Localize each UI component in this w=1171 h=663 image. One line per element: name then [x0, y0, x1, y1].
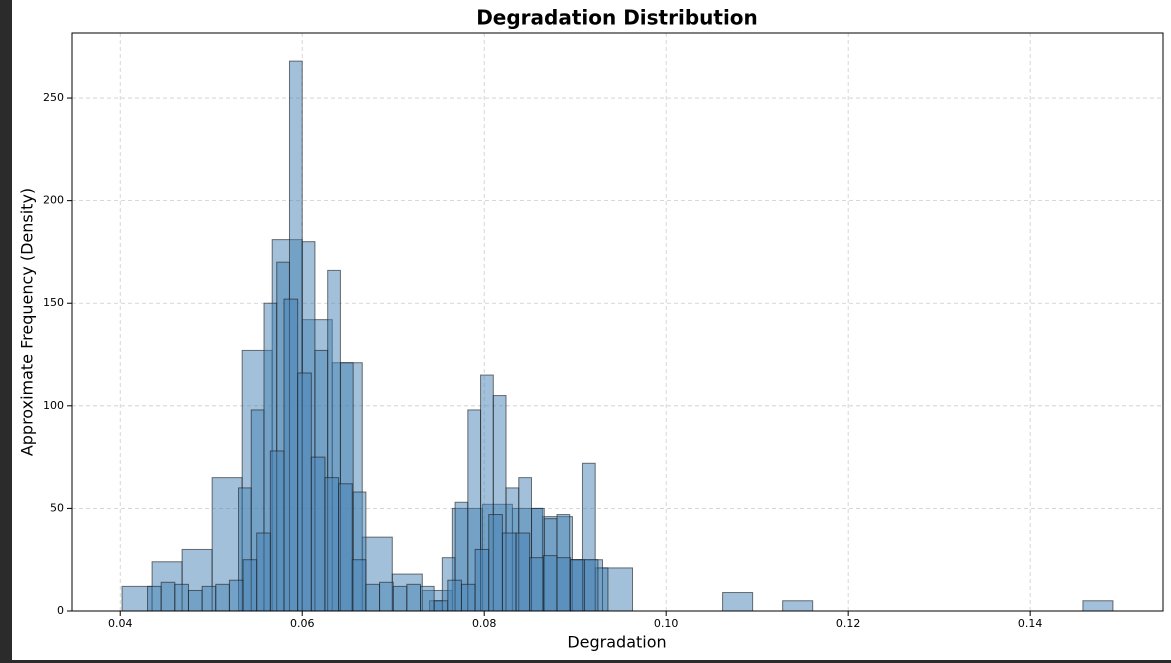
bar — [474, 548, 490, 612]
bar — [174, 583, 189, 612]
bar — [722, 592, 754, 612]
bar — [338, 483, 353, 612]
bar — [782, 600, 814, 612]
y-tick-label: 0 — [57, 604, 64, 617]
bar — [365, 583, 381, 612]
y-tick-label: 150 — [43, 296, 64, 309]
bar — [515, 532, 531, 612]
bar — [283, 298, 299, 612]
bar — [447, 579, 462, 612]
y-tick-label: 50 — [50, 501, 64, 514]
bar — [187, 589, 203, 612]
bar — [406, 583, 422, 612]
bar — [460, 583, 476, 612]
x-tick-label: 0.06 — [290, 617, 315, 630]
bar — [269, 450, 285, 612]
bar — [256, 532, 271, 612]
x-tick-label: 0.12 — [836, 617, 861, 630]
bar — [1082, 600, 1114, 612]
bar — [201, 585, 217, 612]
bar — [379, 581, 394, 612]
bar — [529, 557, 544, 612]
x-tick-label: 0.10 — [654, 617, 679, 630]
y-tick-label: 250 — [43, 91, 64, 104]
x-tick-label: 0.04 — [108, 617, 133, 630]
bar — [542, 555, 558, 612]
y-tick-label: 200 — [43, 194, 64, 207]
chart-title: Degradation Distribution — [476, 6, 758, 30]
bar — [420, 585, 435, 612]
bar — [583, 559, 599, 612]
bar — [228, 579, 244, 612]
y-axis-label: Approximate Frequency (Density) — [18, 188, 37, 456]
y-tick-label: 100 — [43, 399, 64, 412]
bar — [433, 600, 449, 612]
plot-frame — [71, 32, 1164, 612]
x-tick-label: 0.08 — [472, 617, 497, 630]
bar — [392, 585, 408, 612]
bar — [324, 477, 340, 612]
bar — [488, 514, 503, 612]
bar — [556, 557, 572, 612]
x-tick-label: 0.14 — [1018, 617, 1043, 630]
bar — [310, 456, 326, 612]
bar — [351, 559, 367, 612]
bar — [501, 532, 517, 612]
bar — [215, 583, 230, 612]
bar — [297, 372, 312, 612]
x-axis-label: Degradation — [567, 633, 666, 652]
bar — [160, 581, 176, 612]
bar — [242, 559, 258, 612]
bar — [570, 559, 585, 612]
bar — [147, 585, 162, 612]
